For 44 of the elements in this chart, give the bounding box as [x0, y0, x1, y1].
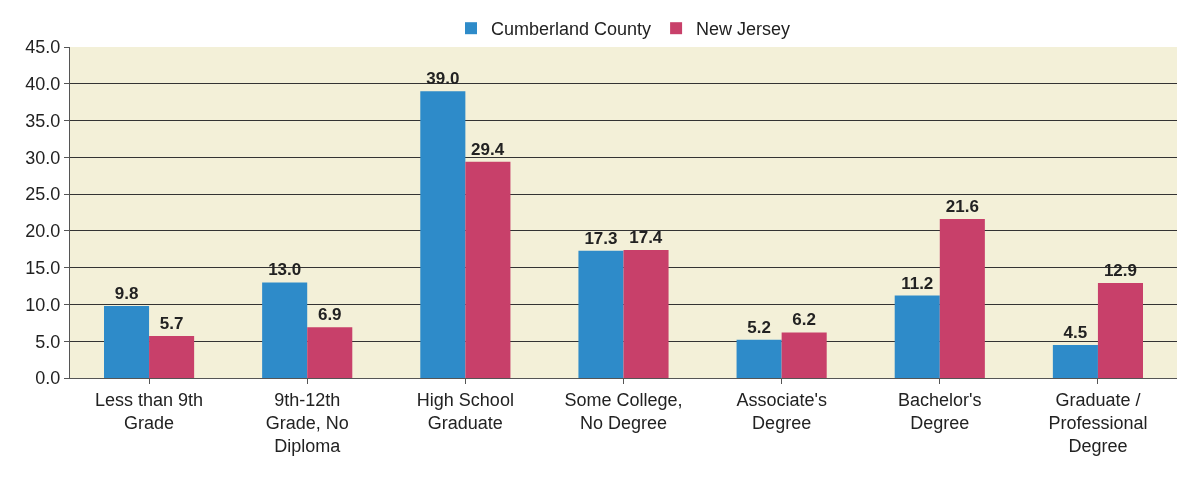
bar	[736, 339, 782, 378]
x-tick-label: High School Graduate	[416, 389, 514, 433]
y-tick-label: 30.0	[25, 147, 61, 168]
y-tick-label: 20.0	[25, 221, 61, 242]
y-tick-label: 0.0	[35, 368, 61, 389]
bar	[578, 250, 624, 378]
bar	[149, 336, 195, 378]
x-tick-label: 9th-12th Grade, No Diploma	[265, 389, 349, 457]
legend-label: New Jersey	[696, 19, 791, 40]
bar	[420, 91, 466, 378]
bar	[1052, 344, 1098, 378]
x-tick-label: Less than 9th Grade	[95, 389, 204, 433]
bar	[623, 250, 669, 378]
data-label: 6.2	[792, 310, 816, 330]
y-tick-label: 5.0	[35, 331, 61, 352]
data-label: 29.4	[471, 139, 505, 159]
x-tick-label: Some College, No Degree	[564, 389, 683, 433]
data-label: 17.4	[629, 228, 663, 248]
data-label: 17.3	[584, 228, 618, 248]
data-label: 21.6	[945, 197, 979, 217]
bar	[781, 332, 827, 378]
bar	[465, 161, 511, 378]
y-tick-label: 25.0	[25, 184, 61, 205]
y-tick-label: 10.0	[25, 294, 61, 315]
bar	[104, 305, 150, 378]
x-tick-label: Associate's Degree	[736, 389, 827, 433]
x-tick-label: Bachelor's Degree	[898, 389, 982, 433]
data-label: 5.2	[747, 317, 771, 337]
bar	[939, 219, 985, 378]
bar	[894, 295, 940, 378]
y-tick-label: 15.0	[25, 257, 61, 278]
data-label: 9.8	[114, 283, 139, 303]
y-tick-label: 40.0	[25, 74, 61, 95]
bar	[307, 327, 353, 378]
legend-label: Cumberland County	[491, 19, 652, 40]
data-label: 5.7	[159, 314, 184, 334]
data-label: 4.5	[1063, 322, 1088, 342]
y-tick-label: 45.0	[25, 37, 61, 58]
bar	[1097, 283, 1143, 378]
data-label: 11.2	[901, 273, 934, 293]
data-label: 6.9	[317, 305, 342, 325]
y-tick-label: 35.0	[25, 110, 61, 131]
x-tick-label: Graduate / Professional Degree	[1048, 389, 1148, 457]
bar	[262, 282, 308, 378]
